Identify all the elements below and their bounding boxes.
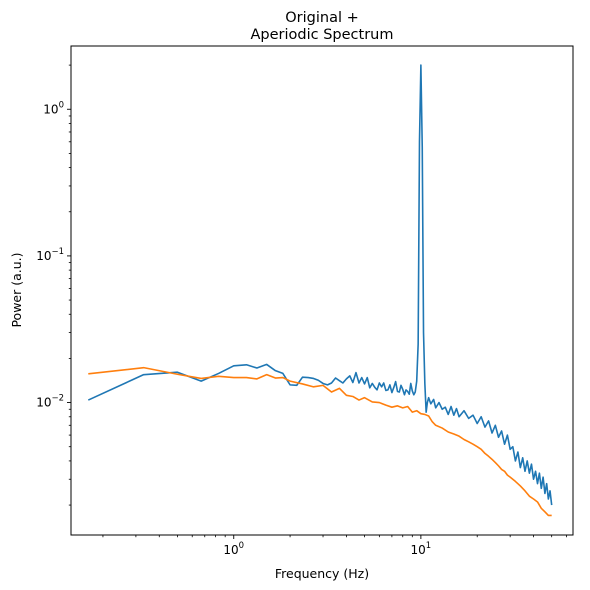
y-tick-exponent: −2 (51, 394, 64, 404)
y-tick-label: 10−2 (36, 394, 64, 410)
y-tick-label: 100 (43, 100, 64, 116)
x-tick-exponent: 0 (239, 541, 244, 551)
x-tick-exponent: 1 (426, 541, 431, 551)
y-tick-exponent: 0 (59, 100, 64, 110)
y-tick-base: 10 (36, 249, 51, 263)
y-tick-base: 10 (36, 396, 51, 410)
x-tick-base: 10 (411, 543, 426, 557)
x-axis-label: Frequency (Hz) (275, 566, 369, 581)
y-tick-exponent: −1 (51, 247, 64, 257)
chart-title-line-2: Aperiodic Spectrum (251, 27, 394, 43)
y-tick-base: 10 (43, 102, 58, 116)
y-tick-label: 10−1 (36, 247, 64, 263)
chart-title-line-1: Original + (285, 10, 359, 26)
chart-title: Original + Aperiodic Spectrum (251, 10, 394, 43)
x-tick-label: 100 (223, 541, 244, 557)
x-tick-label: 101 (411, 541, 432, 557)
x-tick-base: 10 (223, 543, 238, 557)
plot-frame (70, 45, 574, 536)
series-layer (87, 64, 553, 517)
series-line-1 (87, 64, 553, 506)
series-line-2 (88, 366, 552, 517)
y-axis-label: Power (a.u.) (9, 252, 24, 327)
